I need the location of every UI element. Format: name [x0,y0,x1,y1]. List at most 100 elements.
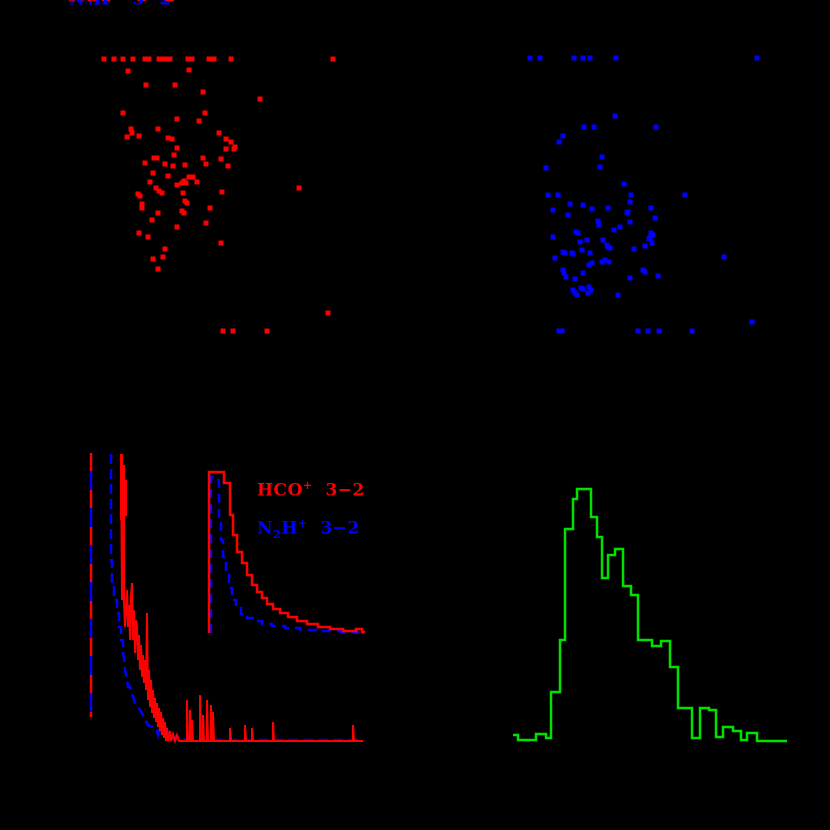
n2h-positions-point [543,165,549,171]
n2h-positions-point [563,274,569,280]
n2h-positions-point [624,210,630,216]
n2h-positions-point [580,55,586,61]
n2h-positions-point [586,262,592,268]
hco-positions-point [194,179,200,185]
n2h-positions-point [627,219,633,225]
hco-positions-point [153,185,159,191]
n2h-positions-point [555,192,561,198]
n2h-positions-point [571,55,577,61]
hco-positions-point [167,56,173,62]
n2h-positions-point [589,260,595,266]
green-histogram [513,487,787,743]
hco-positions-point [155,210,161,216]
hco-positions-point [149,217,155,223]
bottom-left-spectra [89,453,366,745]
n2h-sub: 2 [85,0,93,5]
n2h-positions-point [615,292,621,298]
n2h-positions-point [655,273,661,279]
hco-positions-point [129,130,135,136]
n2h-positions-point [562,250,568,256]
hco-positions-point [160,56,166,62]
n2h-positions-point [561,270,567,276]
legend-n2h-label: N2H+ 3−2 [257,517,360,541]
n2h-h: H [93,0,110,5]
n2h-positions-point [556,328,562,334]
hco-positions-point [218,156,224,162]
hco-positions-point [174,145,180,151]
n2h-positions-point [642,243,648,249]
n2h-n: N [257,518,274,539]
hco-positions-point [223,146,229,152]
n2h-positions-point [552,255,558,261]
legend-top-left-clipped: HCO+ 3−2 N2H+ 3−2 [68,0,180,5]
n2h-positions-point [567,201,573,207]
hco-positions-point [136,133,142,139]
n2h-positions-point [627,199,633,205]
n2h-positions-point [575,230,581,236]
hco-text: HCO [68,0,114,5]
hco-positions-point [203,161,209,167]
hco-positions-point [296,185,302,191]
hco-positions-point [228,139,234,145]
n2h-positions-point [642,269,648,275]
n2h-positions-point [587,250,593,256]
n2h-positions-point [537,55,543,61]
hco-positions-point [223,136,229,142]
hco-text: HCO [257,480,303,501]
n2h-positions-point [621,181,627,187]
top-right-scatter [527,55,760,334]
n2h-positions-point [689,328,695,334]
hco-positions-point [128,126,134,132]
hco-positions-point [165,173,171,179]
hco-positions-point [184,200,190,206]
hco-transition: 3−2 [124,0,176,5]
n2h-positions-point [580,270,586,276]
hco-positions-point [202,110,208,116]
hco-positions-point [179,180,185,186]
hco-positions-point [211,56,217,62]
hco-positions-point [136,230,142,236]
n2h-positions-point [560,133,566,139]
n2h-positions-point [589,206,595,212]
n2h-positions-point [600,237,606,243]
hco-positions-point [218,240,224,246]
n2h-positions-point [570,287,576,293]
n2h-positions-point [656,328,662,334]
hco-positions-point [207,205,213,211]
clipped-n2h-label: N2H+ 3−2 [69,0,172,5]
n2h-positions-point [579,247,585,253]
hco-positions-point [216,130,222,136]
hco-positions-point [228,56,234,62]
n2h-positions-point [580,202,586,208]
n2h-positions-point [631,246,637,252]
n2h-positions-point [550,234,556,240]
hco-positions-point [165,135,171,141]
hco-positions-point [155,126,161,132]
hco-positions-point [139,205,145,211]
n2h-positions-point [628,192,634,198]
hco-positions-point [170,163,176,169]
n2h-sup: + [297,517,308,530]
hco-positions-point [230,328,236,334]
hco-positions-point [145,234,151,240]
n2h-positions-point [565,212,571,218]
hco-main-spectrum [120,454,363,745]
n2h-positions-point [556,139,562,145]
n2h-positions-point [611,227,617,233]
hco-positions-point [172,82,178,88]
hco-positions-point [151,155,157,161]
n2h-positions-point [572,276,578,282]
hco-positions-point [120,56,126,62]
hco-positions-point [174,224,180,230]
hco-positions-point [162,246,168,252]
n2h-positions-point [595,218,601,224]
n2h-positions-point [570,251,576,257]
hco-positions-point [264,328,270,334]
hco-positions-point [156,188,162,194]
hco-positions-point [257,96,263,102]
hco-positions-point [155,266,161,272]
hco-positions-point [101,56,107,62]
n2h-positions-point [645,328,651,334]
hco-positions-point [325,310,331,316]
n2h-positions-point [635,328,641,334]
